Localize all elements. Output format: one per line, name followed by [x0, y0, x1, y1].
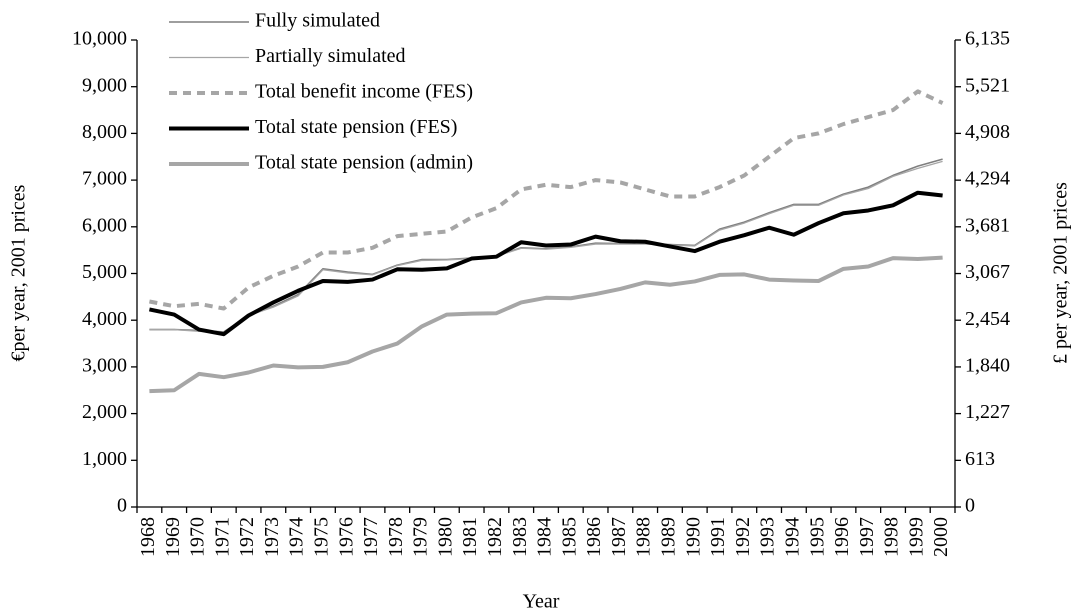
y-tick-label: 1,000 [82, 448, 127, 470]
x-tick-label: 1992 [732, 517, 754, 557]
x-tick-label: 1982 [484, 517, 506, 557]
legend-label: Fully simulated [255, 10, 380, 32]
x-tick-label: 1994 [781, 517, 803, 557]
y2-axis-label: £ per year, 2001 prices [1050, 182, 1072, 364]
x-tick-label: 1995 [806, 517, 828, 557]
y-tick-label: 5,000 [82, 261, 127, 283]
y2-tick-label: 613 [965, 448, 995, 470]
y-tick-label: 10,000 [72, 28, 127, 50]
y2-tick-label: 3,681 [965, 214, 1010, 236]
x-tick-label: 2000 [930, 517, 952, 557]
x-tick-label: 1979 [410, 517, 432, 557]
y2-tick-label: 3,067 [965, 261, 1010, 283]
x-axis-label: Year [523, 591, 560, 613]
x-tick-label: 1983 [509, 517, 531, 557]
x-tick-label: 1981 [459, 517, 481, 557]
y2-tick-label: 0 [965, 495, 975, 517]
x-tick-label: 1976 [335, 517, 357, 557]
y-tick-label: 3,000 [82, 354, 127, 376]
x-tick-label: 1972 [236, 517, 258, 557]
y-tick-label: 6,000 [82, 214, 127, 236]
series-line [149, 255, 943, 394]
x-tick-label: 1986 [583, 517, 605, 557]
y-tick-label: 4,000 [82, 308, 127, 330]
legend-label: Total state pension (admin) [255, 152, 473, 174]
x-tick-label: 1991 [707, 517, 729, 557]
legend-label: Total state pension (FES) [255, 116, 457, 138]
x-tick-label: 1970 [187, 517, 209, 557]
x-tick-label: 1998 [881, 517, 903, 557]
x-tick-label: 1988 [633, 517, 655, 557]
series-line [149, 89, 944, 311]
x-tick-label: 1971 [211, 517, 233, 557]
x-tick-label: 1975 [311, 517, 333, 557]
x-tick-label: 1993 [757, 517, 779, 557]
y-tick-label: 0 [117, 495, 127, 517]
x-tick-label: 1987 [608, 517, 630, 557]
x-tick-label: 1999 [905, 517, 927, 557]
x-tick-label: 1989 [658, 517, 680, 557]
x-tick-label: 1996 [831, 517, 853, 557]
series-line [148, 190, 943, 337]
y-tick-label: 9,000 [82, 74, 127, 96]
x-tick-label: 1990 [682, 517, 704, 557]
y2-tick-label: 4,908 [965, 121, 1010, 143]
y2-tick-label: 6,135 [965, 28, 1010, 50]
x-tick-label: 1973 [261, 517, 283, 557]
y-tick-label: 7,000 [82, 168, 127, 190]
y-axis-label: €per year, 2001 prices [8, 184, 30, 361]
y2-tick-label: 4,294 [965, 168, 1010, 190]
x-tick-label: 1984 [534, 517, 556, 557]
x-tick-label: 1977 [360, 517, 382, 557]
x-tick-label: 1997 [856, 517, 878, 557]
y-tick-label: 8,000 [82, 121, 127, 143]
x-tick-label: 1978 [385, 517, 407, 557]
x-tick-label: 1969 [162, 517, 184, 557]
y-tick-label: 2,000 [82, 401, 127, 423]
y2-tick-label: 5,521 [965, 74, 1010, 96]
x-tick-label: 1968 [137, 517, 159, 557]
series-line [149, 160, 943, 333]
x-tick-label: 1980 [434, 517, 456, 557]
x-tick-label: 1985 [558, 517, 580, 557]
y2-tick-label: 2,454 [965, 308, 1010, 330]
y2-tick-label: 1,840 [965, 355, 1010, 377]
y2-tick-label: 1,227 [965, 401, 1010, 423]
legend-label: Total benefit income (FES) [255, 81, 473, 103]
x-tick-label: 1974 [286, 517, 308, 557]
legend-label: Partially simulated [255, 45, 406, 67]
